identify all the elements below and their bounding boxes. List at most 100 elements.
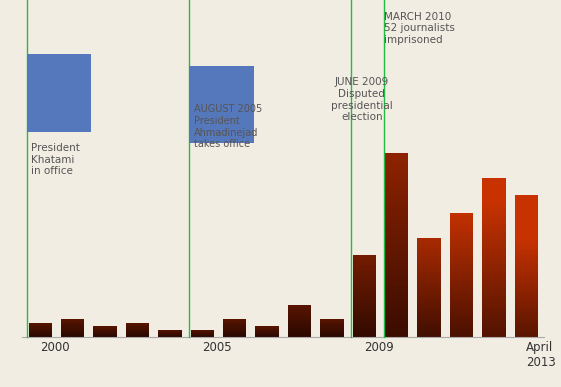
Bar — [255, 332, 279, 333]
Bar — [353, 280, 376, 281]
Bar — [385, 184, 408, 185]
Bar — [353, 284, 376, 286]
Bar — [353, 324, 376, 325]
Bar — [514, 315, 538, 317]
Bar — [514, 229, 538, 230]
Bar — [255, 336, 279, 337]
Bar — [417, 266, 441, 267]
Bar — [417, 246, 441, 247]
Bar — [482, 227, 505, 228]
Bar — [450, 274, 473, 275]
Bar — [385, 277, 408, 278]
Bar — [320, 331, 343, 332]
Bar — [385, 183, 408, 184]
Bar — [385, 301, 408, 302]
Bar — [514, 291, 538, 292]
Bar — [353, 303, 376, 304]
Bar — [385, 261, 408, 262]
Bar — [353, 291, 376, 292]
Bar — [482, 197, 505, 198]
Bar — [514, 283, 538, 284]
Bar — [223, 328, 246, 329]
Bar — [223, 331, 246, 332]
Bar — [385, 329, 408, 330]
Bar — [417, 247, 441, 248]
Bar — [417, 238, 441, 239]
Bar — [353, 315, 376, 317]
Bar — [514, 235, 538, 236]
Bar — [417, 270, 441, 271]
Bar — [450, 302, 473, 303]
Bar — [255, 335, 279, 336]
Bar — [514, 248, 538, 249]
Bar — [514, 298, 538, 299]
Bar — [353, 255, 376, 256]
Bar — [450, 242, 473, 243]
Bar — [417, 245, 441, 246]
Text: AUGUST 2005
President
Ahmadinejad
takes office: AUGUST 2005 President Ahmadinejad takes … — [194, 104, 262, 149]
Bar — [94, 330, 117, 331]
Bar — [514, 301, 538, 302]
Bar — [61, 334, 84, 335]
Bar — [288, 327, 311, 328]
Bar — [385, 173, 408, 174]
Bar — [126, 334, 149, 335]
Bar — [417, 301, 441, 302]
Bar — [482, 236, 505, 237]
Bar — [482, 282, 505, 283]
Bar — [482, 180, 505, 182]
Bar — [385, 192, 408, 193]
Bar — [450, 303, 473, 304]
Bar — [288, 335, 311, 336]
Bar — [450, 265, 473, 266]
Bar — [482, 323, 505, 324]
Bar — [514, 200, 538, 201]
Bar — [353, 266, 376, 267]
Bar — [482, 281, 505, 282]
Bar — [450, 219, 473, 220]
Bar — [385, 330, 408, 331]
Bar — [482, 297, 505, 298]
Bar — [94, 334, 117, 335]
Bar — [385, 164, 408, 166]
Bar — [320, 328, 343, 329]
Bar — [29, 333, 52, 334]
Bar — [514, 284, 538, 286]
Bar — [353, 288, 376, 289]
Bar — [353, 295, 376, 296]
Bar — [482, 303, 505, 304]
Bar — [417, 300, 441, 301]
Bar — [61, 329, 84, 330]
Bar — [482, 254, 505, 255]
Bar — [417, 264, 441, 265]
Bar — [482, 247, 505, 248]
Bar — [353, 334, 376, 335]
Bar — [514, 302, 538, 303]
Bar — [385, 292, 408, 293]
Bar — [514, 290, 538, 291]
Bar — [255, 333, 279, 334]
Bar — [417, 325, 441, 326]
Bar — [385, 222, 408, 223]
Bar — [385, 327, 408, 328]
Bar — [288, 306, 311, 307]
Bar — [417, 321, 441, 322]
Bar — [482, 270, 505, 271]
Bar — [514, 331, 538, 332]
Bar — [320, 335, 343, 336]
Bar — [514, 267, 538, 268]
Bar — [126, 325, 149, 326]
Bar — [61, 323, 84, 324]
Bar — [320, 336, 343, 337]
Bar — [482, 273, 505, 274]
Bar — [385, 304, 408, 305]
Bar — [320, 334, 343, 335]
Bar — [353, 301, 376, 302]
Bar — [482, 244, 505, 245]
Bar — [385, 154, 408, 155]
Bar — [450, 287, 473, 288]
Bar — [417, 260, 441, 261]
Bar — [353, 306, 376, 307]
Bar — [385, 307, 408, 308]
Bar — [482, 334, 505, 335]
